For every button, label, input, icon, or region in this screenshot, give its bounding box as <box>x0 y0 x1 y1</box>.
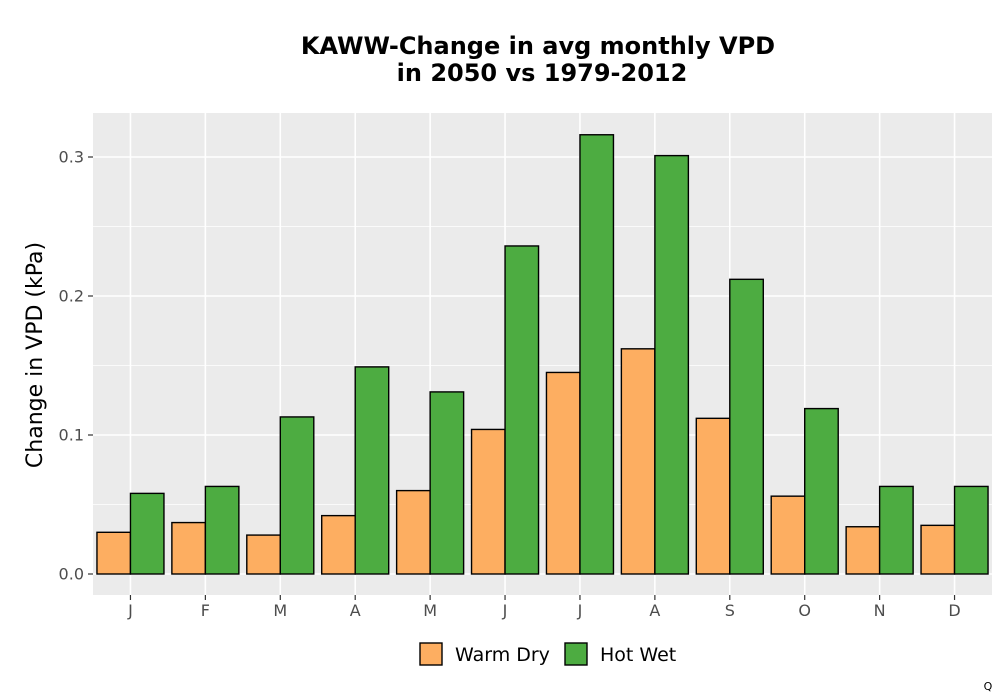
bar-warm-dry-9 <box>695 417 731 575</box>
y-tick-label: 0.3 <box>59 148 84 167</box>
bar-hot-wet-10 <box>804 407 839 575</box>
bar-warm-dry-1 <box>96 531 132 575</box>
bar-hot-wet-5 <box>429 391 465 575</box>
y-tick-label: 0.0 <box>59 565 84 584</box>
legend-swatch-warm-dry <box>419 642 443 666</box>
bar-warm-dry-2 <box>171 521 207 575</box>
bar-hot-wet-2 <box>204 485 240 575</box>
x-tick-label: M <box>423 601 437 620</box>
bar-hot-wet-7 <box>579 134 615 575</box>
chart-title-line1: KAWW-Change in avg monthly VPD <box>301 32 775 60</box>
legend-label-warm-dry: Warm Dry <box>455 644 550 666</box>
x-tick-label: A <box>649 601 660 620</box>
x-tick-label: S <box>725 601 735 620</box>
bar-warm-dry-6 <box>470 428 506 575</box>
legend-swatch-hot-wet <box>564 642 588 666</box>
y-axis-title: Change in VPD (kPa) <box>23 242 48 468</box>
x-tick-label: F <box>201 601 210 620</box>
y-tick-label: 0.1 <box>59 426 84 445</box>
x-tick-label: J <box>502 601 508 620</box>
footnote-text: Q <box>984 680 993 693</box>
legend: Warm Dry Hot Wet <box>419 642 676 666</box>
bar-warm-dry-11 <box>845 526 881 575</box>
bar-hot-wet-11 <box>878 485 914 575</box>
x-tick-label: O <box>798 601 811 620</box>
x-tick-label: N <box>874 601 886 620</box>
bar-warm-dry-5 <box>395 489 431 575</box>
chart-title-line2: in 2050 vs 1979-2012 <box>397 59 688 87</box>
plot-panel <box>93 113 992 595</box>
x-tick-label: D <box>948 601 960 620</box>
bar-hot-wet-1 <box>129 492 165 575</box>
y-axis: 0.0 0.1 0.2 0.3 <box>59 148 93 584</box>
bar-warm-dry-3 <box>246 534 281 575</box>
bar-hot-wet-12 <box>953 485 989 575</box>
bar-warm-dry-10 <box>770 495 806 575</box>
bar-hot-wet-8 <box>654 154 690 575</box>
bar-warm-dry-12 <box>920 524 956 575</box>
bar-hot-wet-9 <box>729 278 764 575</box>
bars <box>96 134 989 575</box>
bar-warm-dry-4 <box>321 514 356 575</box>
minor-gridlines <box>93 226 992 505</box>
bar-hot-wet-4 <box>354 366 390 575</box>
bar-hot-wet-6 <box>504 245 540 575</box>
legend-label-hot-wet: Hot Wet <box>600 644 676 666</box>
x-tick-label: A <box>350 601 361 620</box>
y-tick-label: 0.2 <box>59 287 84 306</box>
x-tick-label: M <box>273 601 287 620</box>
bar-warm-dry-8 <box>620 348 656 575</box>
bar-warm-dry-7 <box>545 371 581 575</box>
x-tick-label: J <box>577 601 583 620</box>
x-tick-label: J <box>127 601 133 620</box>
bar-hot-wet-3 <box>279 416 315 575</box>
